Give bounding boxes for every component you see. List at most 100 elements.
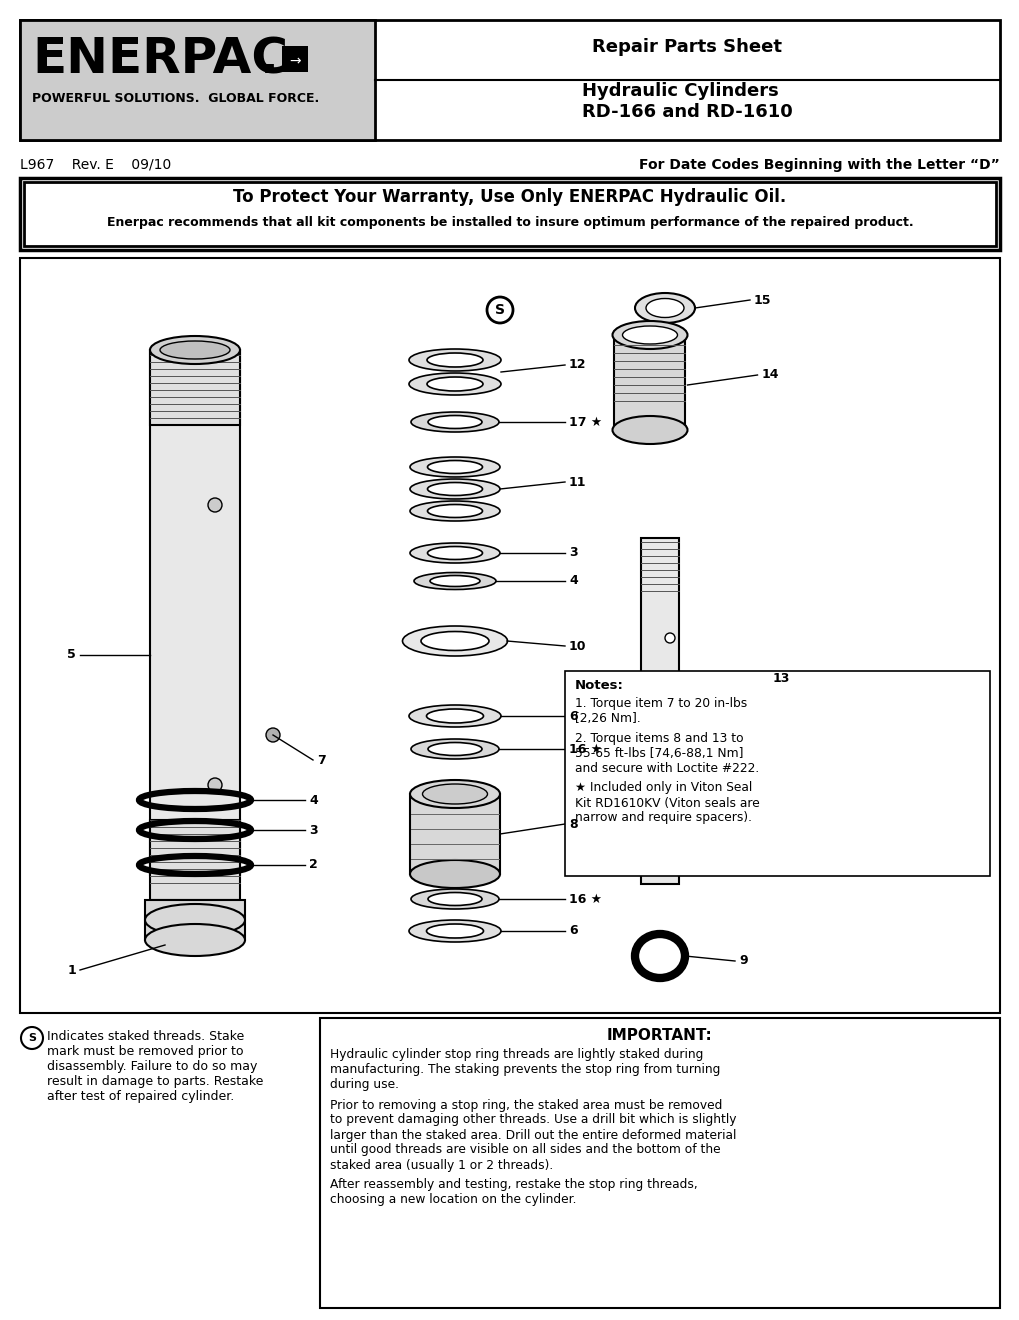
Ellipse shape bbox=[427, 546, 482, 560]
Ellipse shape bbox=[422, 784, 487, 804]
Text: POWERFUL SOLUTIONS.  GLOBAL FORCE.: POWERFUL SOLUTIONS. GLOBAL FORCE. bbox=[32, 92, 319, 106]
Text: ENERPAC: ENERPAC bbox=[32, 36, 287, 83]
Bar bbox=[150, 350, 239, 425]
Bar bbox=[20, 257, 999, 1012]
Ellipse shape bbox=[145, 924, 245, 956]
Ellipse shape bbox=[611, 321, 687, 348]
Ellipse shape bbox=[410, 543, 499, 564]
Text: 5: 5 bbox=[67, 648, 76, 661]
Ellipse shape bbox=[145, 904, 245, 936]
Text: 15: 15 bbox=[753, 293, 770, 306]
Ellipse shape bbox=[645, 298, 684, 318]
Text: 6: 6 bbox=[569, 710, 577, 722]
Bar bbox=[320, 1018, 999, 1308]
Ellipse shape bbox=[427, 504, 482, 517]
Text: Enerpac recommends that all kit components be installed to insure optimum perfor: Enerpac recommends that all kit componen… bbox=[107, 216, 912, 228]
Bar bbox=[410, 795, 499, 874]
Ellipse shape bbox=[428, 416, 482, 429]
Ellipse shape bbox=[635, 293, 694, 323]
Text: 14: 14 bbox=[761, 368, 779, 381]
Text: After reassembly and testing, restake the stop ring threads,
choosing a new loca: After reassembly and testing, restake th… bbox=[330, 1177, 697, 1206]
Text: 1: 1 bbox=[67, 964, 76, 977]
Bar bbox=[565, 671, 989, 876]
Bar bbox=[150, 350, 239, 875]
Text: 2. Torque items 8 and 13 to
55-65 ft-lbs [74,6-88,1 Nm]
and secure with Loctite : 2. Torque items 8 and 13 to 55-65 ft-lbs… bbox=[575, 733, 758, 775]
Ellipse shape bbox=[428, 742, 482, 755]
Text: 17 ★: 17 ★ bbox=[569, 416, 601, 429]
Text: 12: 12 bbox=[569, 359, 586, 371]
Ellipse shape bbox=[410, 780, 499, 808]
Bar bbox=[24, 182, 995, 246]
Ellipse shape bbox=[409, 374, 500, 395]
Text: For Date Codes Beginning with the Letter “D”: For Date Codes Beginning with the Letter… bbox=[639, 158, 999, 172]
Text: 4: 4 bbox=[569, 574, 577, 587]
Bar bbox=[145, 900, 245, 940]
Text: $\rightarrow$: $\rightarrow$ bbox=[287, 53, 303, 67]
Circle shape bbox=[21, 1027, 43, 1049]
Ellipse shape bbox=[428, 892, 482, 906]
Text: Hydraulic Cylinders
RD-166 and RD-1610: Hydraulic Cylinders RD-166 and RD-1610 bbox=[582, 82, 792, 121]
Text: 7: 7 bbox=[317, 754, 325, 767]
Ellipse shape bbox=[409, 705, 500, 727]
Ellipse shape bbox=[411, 739, 498, 759]
Ellipse shape bbox=[160, 341, 229, 359]
Text: Prior to removing a stop ring, the staked area must be removed
to prevent damagi: Prior to removing a stop ring, the stake… bbox=[330, 1098, 736, 1172]
Ellipse shape bbox=[410, 861, 499, 888]
Text: S: S bbox=[494, 304, 504, 317]
Ellipse shape bbox=[430, 576, 480, 586]
Text: 16 ★: 16 ★ bbox=[569, 742, 601, 755]
Text: To Protect Your Warranty, Use Only ENERPAC Hydraulic Oil.: To Protect Your Warranty, Use Only ENERP… bbox=[233, 187, 786, 206]
Bar bbox=[150, 820, 239, 900]
Circle shape bbox=[208, 777, 222, 792]
Text: 6: 6 bbox=[569, 924, 577, 937]
Text: 8: 8 bbox=[569, 817, 577, 830]
Text: 3: 3 bbox=[569, 546, 577, 560]
Bar bbox=[283, 48, 306, 70]
Circle shape bbox=[664, 634, 675, 643]
Ellipse shape bbox=[427, 483, 482, 495]
Text: .: . bbox=[260, 36, 279, 83]
Ellipse shape bbox=[414, 573, 495, 590]
Ellipse shape bbox=[427, 352, 483, 367]
Ellipse shape bbox=[622, 326, 677, 345]
Ellipse shape bbox=[410, 457, 499, 477]
Bar bbox=[20, 20, 999, 140]
Text: 3: 3 bbox=[309, 824, 317, 837]
Text: 1. Torque item 7 to 20 in-lbs
[2,26 Nm].: 1. Torque item 7 to 20 in-lbs [2,26 Nm]. bbox=[575, 697, 747, 725]
Circle shape bbox=[664, 752, 675, 763]
Ellipse shape bbox=[426, 924, 483, 939]
Text: IMPORTANT:: IMPORTANT: bbox=[606, 1028, 712, 1043]
Ellipse shape bbox=[426, 709, 483, 723]
Text: Notes:: Notes: bbox=[575, 678, 624, 692]
Text: L967    Rev. E    09/10: L967 Rev. E 09/10 bbox=[20, 158, 171, 172]
Text: 10: 10 bbox=[569, 639, 586, 652]
Text: ★ Included only in Viton Seal
Kit RD1610KV (Viton seals are
narrow and require s: ★ Included only in Viton Seal Kit RD1610… bbox=[575, 781, 759, 825]
Ellipse shape bbox=[410, 479, 499, 499]
Circle shape bbox=[486, 297, 513, 323]
Ellipse shape bbox=[421, 631, 488, 651]
Bar bbox=[613, 335, 685, 430]
Bar bbox=[20, 20, 375, 140]
Circle shape bbox=[266, 729, 280, 742]
Bar bbox=[20, 178, 999, 249]
Ellipse shape bbox=[411, 888, 498, 909]
Ellipse shape bbox=[411, 412, 498, 432]
Ellipse shape bbox=[150, 337, 239, 364]
Bar bbox=[640, 539, 679, 884]
Ellipse shape bbox=[427, 378, 483, 391]
Text: S: S bbox=[28, 1034, 36, 1043]
Ellipse shape bbox=[611, 416, 687, 444]
Text: 11: 11 bbox=[569, 475, 586, 488]
Circle shape bbox=[208, 498, 222, 512]
Bar bbox=[281, 46, 308, 73]
Text: 2: 2 bbox=[309, 858, 318, 871]
Text: Repair Parts Sheet: Repair Parts Sheet bbox=[592, 38, 782, 55]
Ellipse shape bbox=[409, 348, 500, 371]
Ellipse shape bbox=[403, 626, 507, 656]
Text: Indicates staked threads. Stake
mark must be removed prior to
disassembly. Failu: Indicates staked threads. Stake mark mus… bbox=[47, 1030, 263, 1104]
Text: 9: 9 bbox=[739, 954, 747, 968]
Ellipse shape bbox=[427, 461, 482, 474]
Text: Hydraulic cylinder stop ring threads are lightly staked during
manufacturing. Th: Hydraulic cylinder stop ring threads are… bbox=[330, 1048, 719, 1092]
Ellipse shape bbox=[409, 920, 500, 942]
Ellipse shape bbox=[410, 502, 499, 521]
